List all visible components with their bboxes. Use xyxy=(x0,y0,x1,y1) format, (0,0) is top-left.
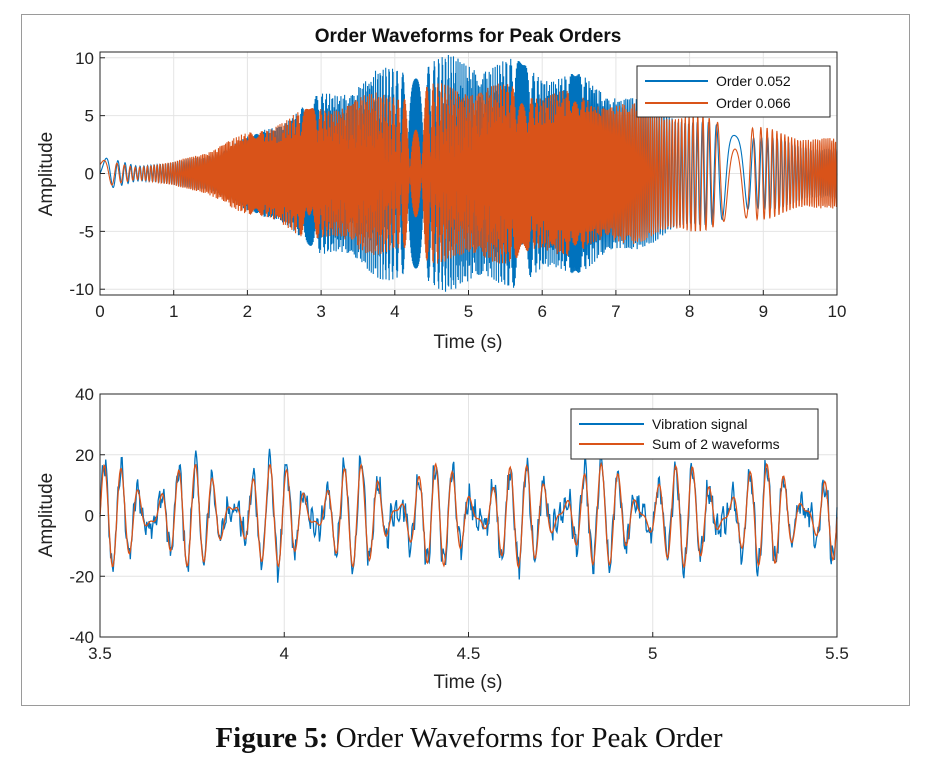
bottom-ytick-label-1: 20 xyxy=(75,446,94,465)
bottom-ytick-label-0: 40 xyxy=(75,385,94,404)
top-xtick-label-5: 5 xyxy=(464,302,473,321)
top-xtick-label-0: 0 xyxy=(95,302,104,321)
figure-caption-text: Order Waveforms for Peak Order xyxy=(328,722,723,754)
bottom-chart-legend: Vibration signal Sum of 2 waveforms xyxy=(570,408,819,460)
bottom-xtick-label-4: 5.5 xyxy=(825,644,849,663)
bottom-xtick-label-0: 3.5 xyxy=(88,644,112,663)
bottom-chart-ylabel: Amplitude xyxy=(36,473,57,558)
top-legend-label-2: Order 0.066 xyxy=(716,95,791,111)
top-xtick-label-4: 4 xyxy=(390,302,399,321)
top-xtick-label-3: 3 xyxy=(316,302,325,321)
figure-caption-label: Figure 5: xyxy=(215,722,329,754)
top-ytick-label-4: -10 xyxy=(69,280,94,299)
figure-caption: Figure 5: Order Waveforms for Peak Order xyxy=(0,722,938,755)
top-series-line-2 xyxy=(99,83,838,264)
bottom-series-line-2 xyxy=(99,461,838,570)
top-xtick-label-8: 8 xyxy=(685,302,694,321)
bottom-legend-label-1: Vibration signal xyxy=(652,416,747,432)
top-xtick-label-2: 2 xyxy=(243,302,252,321)
top-legend-box xyxy=(636,65,831,118)
bottom-legend-box xyxy=(570,408,819,460)
top-xtick-label-6: 6 xyxy=(537,302,546,321)
top-chart-legend: Order 0.052 Order 0.066 xyxy=(636,65,831,118)
bottom-ytick-label-4: -40 xyxy=(69,628,94,647)
bottom-chart-plot-area xyxy=(99,448,838,583)
top-legend-label-1: Order 0.052 xyxy=(716,73,791,89)
top-chart: Order Waveforms for Peak Orders 0 1 2 3 4 5 6 7… xyxy=(36,26,846,353)
top-chart-title: Order Waveforms for Peak Orders xyxy=(315,26,622,47)
bottom-xtick-label-2: 4.5 xyxy=(457,644,481,663)
top-xtick-label-10: 10 xyxy=(828,302,847,321)
bottom-xtick-label-1: 4 xyxy=(280,644,289,663)
top-ytick-label-0: 10 xyxy=(75,49,94,68)
bottom-xtick-label-3: 5 xyxy=(648,644,657,663)
top-xtick-label-9: 9 xyxy=(759,302,768,321)
top-xtick-label-7: 7 xyxy=(611,302,620,321)
top-ytick-label-2: 0 xyxy=(85,165,94,184)
bottom-chart-ticks: 3.5 4 4.5 5 5.5 40 20 0 -20 -40 xyxy=(69,385,848,663)
top-chart-xlabel: Time (s) xyxy=(434,332,503,353)
bottom-series-line-1 xyxy=(99,448,838,583)
top-ytick-label-3: -5 xyxy=(79,222,94,241)
top-chart-ylabel: Amplitude xyxy=(36,132,57,217)
top-xtick-label-1: 1 xyxy=(169,302,178,321)
bottom-legend-label-2: Sum of 2 waveforms xyxy=(652,436,780,452)
top-chart-plot-area xyxy=(99,54,838,292)
bottom-chart-xlabel: Time (s) xyxy=(434,672,503,693)
bottom-ytick-label-2: 0 xyxy=(85,507,94,526)
bottom-ytick-label-3: -20 xyxy=(69,567,94,586)
bottom-chart: 3.5 4 4.5 5 5.5 40 20 0 -20 -40 Time (s) Amplitud… xyxy=(36,385,849,693)
top-ytick-label-1: 5 xyxy=(85,107,94,126)
top-chart-ticks: 0 1 2 3 4 5 6 7 8 9 10 10 5 0 -5 -10 xyxy=(69,49,846,321)
